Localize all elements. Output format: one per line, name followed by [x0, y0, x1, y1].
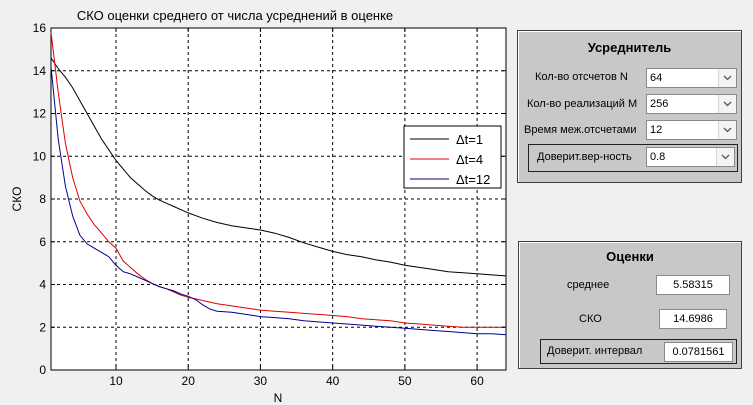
samples-label: Кол-во отсчетов N [535, 71, 628, 83]
confidence-frame [528, 144, 738, 172]
chevron-down-icon[interactable] [716, 148, 734, 166]
x-axis-label: N [274, 391, 283, 405]
y-tick-label: 2 [39, 320, 46, 334]
y-tick-label: 4 [39, 278, 46, 292]
y-axis-label: СКО [10, 187, 24, 212]
x-tick-label: 60 [470, 374, 484, 388]
chevron-down-icon[interactable] [718, 121, 736, 139]
confidence-label: Доверит.вер-ность [537, 151, 632, 163]
mean-label: среднее [567, 279, 610, 291]
legend-box [403, 125, 502, 189]
legend-label-1: Δt=1 [456, 132, 483, 147]
sko-field[interactable]: 14.6986 [659, 309, 727, 329]
samples-value: 64 [650, 72, 663, 84]
y-tick-label: 14 [33, 64, 47, 78]
series-line-2 [50, 32, 506, 328]
ticks: 10 20 30 40 50 60 0 2 4 6 8 10 12 14 16 [33, 21, 506, 388]
x-tick-label: 30 [254, 374, 268, 388]
realizations-select[interactable]: 256 [646, 94, 737, 114]
x-tick-label: 20 [182, 374, 196, 388]
y-tick-label: 6 [39, 235, 46, 249]
chevron-down-icon[interactable] [718, 95, 736, 113]
realizations-value: 256 [650, 98, 669, 110]
interval-time-value: 12 [650, 124, 663, 136]
realizations-label: Кол-во реализаций M [527, 98, 638, 110]
chart: 10 20 30 40 50 60 0 2 4 6 8 10 12 14 16 СКО оценки сре… [10, 8, 507, 405]
series-line-3 [50, 66, 507, 336]
y-tick-label: 10 [33, 149, 47, 163]
x-tick-label: 50 [398, 374, 412, 388]
estimates-panel: Оценки среднее 5.58315 СКО 14.6986 Довер… [518, 241, 742, 369]
y-tick-label: 12 [33, 107, 47, 121]
mean-field[interactable]: 5.58315 [656, 275, 730, 295]
x-tick-label: 10 [109, 374, 123, 388]
interval-field[interactable]: 0.0781561 [664, 342, 733, 362]
sko-label: СКО [579, 313, 602, 325]
confidence-select[interactable]: 0.8 [646, 147, 735, 167]
interval-time-label: Время меж.отсчетами [524, 124, 637, 136]
legend: Δt=1 Δt=4 Δt=12 [403, 125, 502, 189]
interval-label: Доверит. интервал [547, 345, 643, 357]
chart-title: СКО оценки среднего от числа усреднений … [77, 8, 393, 23]
confidence-value: 0.8 [650, 151, 666, 163]
estimates-title: Оценки [606, 249, 654, 264]
legend-label-3: Δt=12 [456, 172, 490, 187]
interval-time-select[interactable]: 12 [646, 120, 737, 140]
averager-panel: Усреднитель Кол-во отсчетов N 64 Кол-во … [517, 30, 742, 183]
samples-select[interactable]: 64 [646, 68, 737, 88]
interval-frame [540, 339, 737, 364]
series-layer [50, 32, 507, 336]
legend-label-2: Δt=4 [456, 152, 483, 167]
y-tick-label: 0 [39, 363, 46, 377]
series-line-1 [50, 57, 507, 277]
chevron-down-icon[interactable] [718, 69, 736, 87]
x-tick-label: 40 [326, 374, 340, 388]
y-tick-label: 8 [39, 192, 46, 206]
y-tick-label: 16 [33, 21, 47, 35]
averager-title: Усреднитель [587, 40, 672, 55]
